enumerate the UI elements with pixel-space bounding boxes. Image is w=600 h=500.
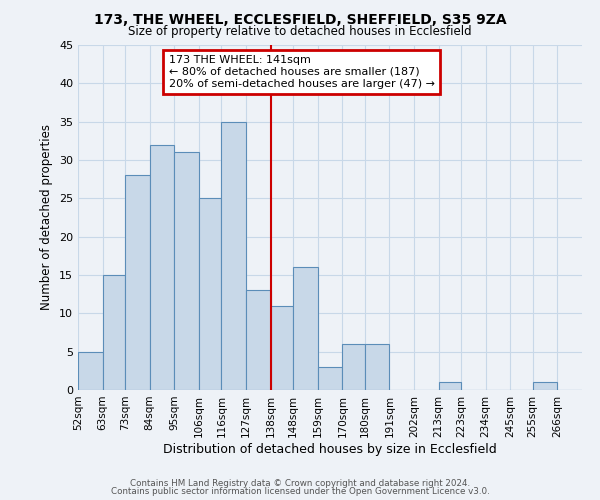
Bar xyxy=(125,176,149,390)
Text: 173, THE WHEEL, ECCLESFIELD, SHEFFIELD, S35 9ZA: 173, THE WHEEL, ECCLESFIELD, SHEFFIELD, … xyxy=(94,12,506,26)
Bar xyxy=(439,382,461,390)
Bar xyxy=(199,198,221,390)
Bar xyxy=(221,122,246,390)
Bar xyxy=(533,382,557,390)
Text: Size of property relative to detached houses in Ecclesfield: Size of property relative to detached ho… xyxy=(128,25,472,38)
X-axis label: Distribution of detached houses by size in Ecclesfield: Distribution of detached houses by size … xyxy=(163,442,497,456)
Bar xyxy=(78,352,103,390)
Y-axis label: Number of detached properties: Number of detached properties xyxy=(40,124,53,310)
Bar xyxy=(175,152,199,390)
Text: Contains HM Land Registry data © Crown copyright and database right 2024.: Contains HM Land Registry data © Crown c… xyxy=(130,478,470,488)
Text: 173 THE WHEEL: 141sqm
← 80% of detached houses are smaller (187)
20% of semi-det: 173 THE WHEEL: 141sqm ← 80% of detached … xyxy=(169,56,435,88)
Bar xyxy=(246,290,271,390)
Bar xyxy=(343,344,365,390)
Bar xyxy=(293,268,317,390)
Bar xyxy=(149,144,175,390)
Bar xyxy=(271,306,293,390)
Bar xyxy=(103,275,125,390)
Text: Contains public sector information licensed under the Open Government Licence v3: Contains public sector information licen… xyxy=(110,487,490,496)
Bar xyxy=(365,344,389,390)
Bar xyxy=(317,367,343,390)
